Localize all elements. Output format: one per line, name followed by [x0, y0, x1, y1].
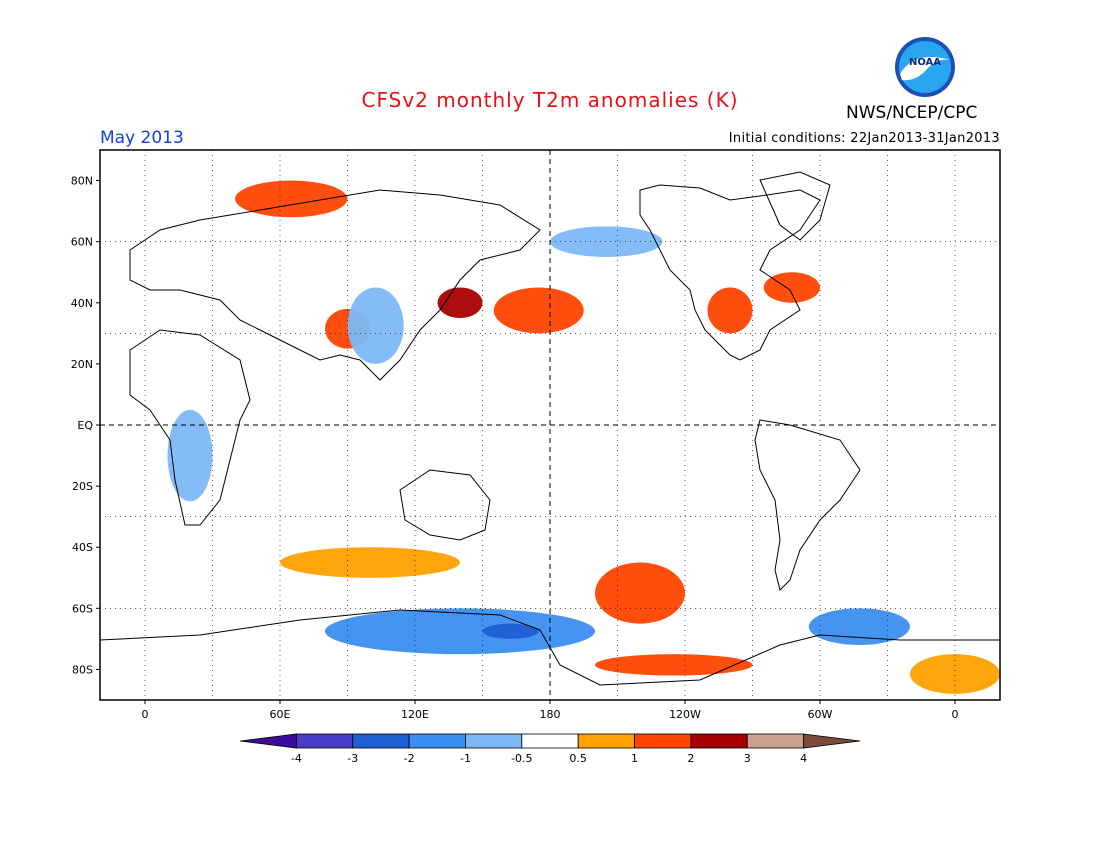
anomaly-region-3	[595, 562, 685, 624]
colorbar-swatch	[577, 733, 635, 749]
axis-labels: 80N 60N 40N 20N EQ 20S 40S 60S 80S 0 60E 120E 180 120…	[71, 175, 959, 721]
anomaly-region-1	[482, 623, 539, 639]
anomaly-region-5	[910, 654, 1000, 694]
anomaly-shading	[167, 180, 1000, 694]
lon-tick-label: 180	[540, 708, 561, 721]
lat-tick-label: 40S	[72, 541, 93, 554]
lat-tick-label: 80S	[72, 663, 93, 676]
anomaly-region-6	[437, 287, 483, 319]
colorbar-label: 4	[800, 752, 807, 765]
graticule	[100, 150, 1000, 700]
colorbar: -4 -3 -2 -1 -0.5 0.5 1 2 3 4	[239, 733, 861, 765]
colorbar-swatch	[690, 733, 748, 749]
lat-tick-label: 80N	[71, 175, 93, 188]
anomaly-region-4	[595, 654, 753, 676]
anomaly-region-9	[235, 180, 348, 218]
valid-month-label: May 2013	[100, 128, 184, 148]
colorbar-swatch	[521, 733, 579, 749]
colorbar-swatch	[746, 733, 805, 749]
colorbar-label: -0.5	[511, 752, 532, 765]
anomaly-region-15	[280, 547, 460, 578]
colorbar-swatch	[408, 733, 466, 749]
lon-tick-label: 120W	[669, 708, 701, 721]
lon-tick-label: 0	[952, 708, 959, 721]
map-title: CFSv2 monthly T2m anomalies (K)	[361, 88, 739, 112]
colorbar-label: -4	[291, 752, 302, 765]
anomaly-region-13	[707, 287, 753, 334]
colorbar-high-arrow	[803, 733, 861, 749]
colorbar-swatch	[465, 733, 523, 749]
colorbar-label: -2	[404, 752, 415, 765]
anomaly-region-10	[550, 226, 663, 257]
colorbar-label: -1	[460, 752, 471, 765]
lon-tick-label: 120E	[401, 708, 429, 721]
lon-tick-label: 60W	[808, 708, 833, 721]
lat-tick-label: 40N	[71, 297, 93, 310]
anomaly-region-11	[347, 287, 404, 364]
colorbar-swatch	[634, 733, 692, 749]
lat-tick-label: 60S	[72, 602, 93, 615]
colorbar-label: 1	[631, 752, 638, 765]
agency-label: NWS/NCEP/CPC	[846, 103, 978, 123]
lon-tick-label: 60E	[270, 708, 291, 721]
lon-tick-label: 0	[142, 708, 149, 721]
initial-conditions-label: Initial conditions: 22Jan2013-31Jan2013	[728, 131, 1000, 146]
lat-tick-label: 20N	[71, 358, 93, 371]
colorbar-label: -3	[347, 752, 358, 765]
anomaly-region-14	[763, 272, 820, 303]
colorbar-swatch	[352, 733, 410, 749]
colorbar-low-arrow	[239, 733, 297, 749]
lat-tick-label: EQ	[77, 419, 93, 432]
anomaly-region-7	[493, 287, 584, 334]
colorbar-label: 3	[744, 752, 751, 765]
colorbar-swatch	[295, 733, 354, 749]
colorbar-label: 2	[687, 752, 694, 765]
lat-tick-label: 60N	[71, 236, 93, 249]
lat-tick-label: 20S	[72, 480, 93, 493]
svg-text:NOAA: NOAA	[909, 57, 941, 68]
anomaly-region-12	[167, 409, 213, 502]
colorbar-label: 0.5	[569, 752, 587, 765]
anomaly-region-0	[325, 608, 595, 655]
noaa-logo-icon: NOAA	[895, 37, 955, 97]
